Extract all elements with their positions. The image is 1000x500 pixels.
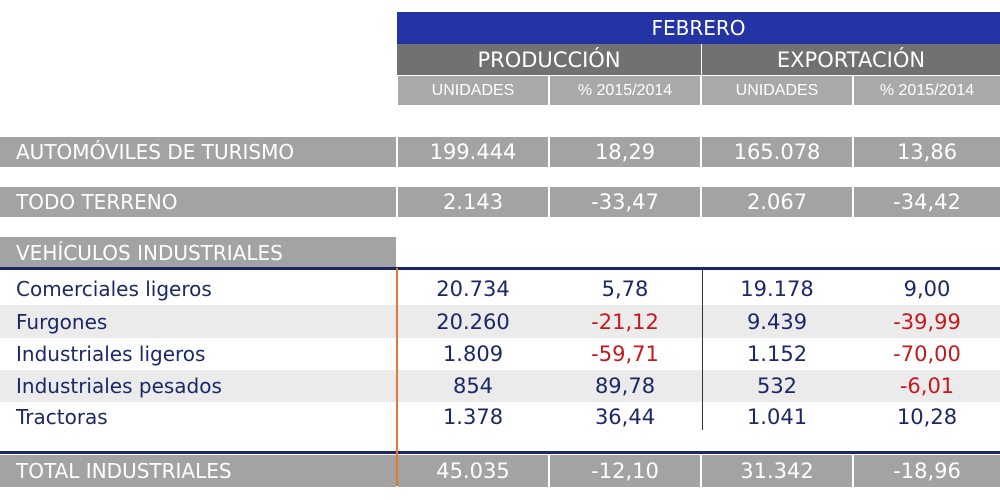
divider-line	[0, 451, 1000, 454]
row-value: 9,00	[903, 276, 951, 301]
row-value: -39,99	[893, 309, 961, 334]
row-value: 199.444	[398, 137, 548, 167]
row-value: 1.809	[442, 342, 504, 366]
row-stripe	[0, 370, 1000, 402]
row-label: Tractoras	[16, 405, 108, 429]
row-value: 19.178	[740, 276, 814, 301]
row-label: Comerciales ligeros	[16, 276, 212, 301]
row-value: 5,78	[601, 276, 649, 301]
row-value: 165.078	[702, 137, 852, 167]
row-label: Industriales pesados	[16, 374, 222, 398]
row-label: TODO TERRENO	[0, 187, 396, 217]
row-value: 9.439	[746, 309, 808, 334]
row-value: -33,47	[550, 187, 700, 217]
header-group-produccion: PRODUCCIÓN	[397, 44, 701, 75]
orange-divider	[396, 268, 398, 486]
header-subcol: % 2015/2014	[854, 76, 1000, 105]
row-value: 89,78	[594, 374, 656, 398]
total-value: -18,96	[854, 455, 1000, 487]
divider-line	[0, 267, 1000, 270]
row-value: 2.067	[702, 187, 852, 217]
row-value: 18,29	[550, 137, 700, 167]
header-month: FEBRERO	[397, 12, 1000, 44]
row-value: -70,00	[893, 342, 961, 366]
row-value: 532	[756, 374, 798, 398]
column-divider	[702, 270, 703, 430]
header-group-exportacion: EXPORTACIÓN	[702, 44, 1000, 75]
row-value: 1.378	[442, 405, 504, 429]
row-value: 20.734	[436, 276, 510, 301]
row-stripe	[0, 305, 1000, 338]
total-value: -12,10	[550, 455, 700, 487]
header-subcol: UNIDADES	[702, 76, 852, 105]
row-label: AUTOMÓVILES DE TURISMO	[0, 137, 396, 167]
row-value: -59,71	[591, 342, 659, 366]
row-value: 36,44	[594, 405, 656, 429]
total-label: TOTAL INDUSTRIALES	[0, 455, 396, 487]
total-value: 31.342	[702, 455, 852, 487]
row-value: 10,28	[896, 405, 958, 429]
row-value: 13,86	[854, 137, 1000, 167]
row-value: -6,01	[899, 374, 955, 398]
row-value: 2.143	[398, 187, 548, 217]
section-title: VEHÍCULOS INDUSTRIALES	[0, 237, 396, 268]
row-value: -21,12	[591, 309, 659, 334]
header-subcol: UNIDADES	[398, 76, 548, 105]
row-value: 20.260	[436, 309, 510, 334]
row-value: 1.152	[746, 342, 808, 366]
row-value: 1.041	[746, 405, 808, 429]
header-subcol: % 2015/2014	[550, 76, 700, 105]
row-value: 854	[452, 374, 494, 398]
row-value: -34,42	[854, 187, 1000, 217]
total-value: 45.035	[398, 455, 548, 487]
row-label: Furgones	[16, 309, 108, 334]
row-label: Industriales ligeros	[16, 342, 206, 366]
